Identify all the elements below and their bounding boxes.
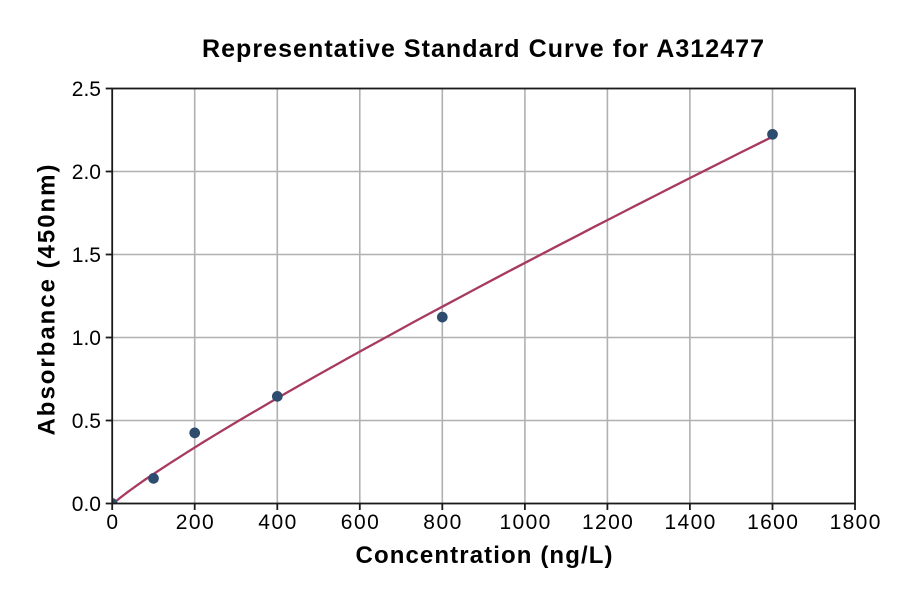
svg-text:2.0: 2.0 xyxy=(72,161,101,184)
svg-text:Representative Standard Curve: Representative Standard Curve for A31247… xyxy=(202,35,764,63)
svg-text:200: 200 xyxy=(176,511,214,534)
svg-text:0.0: 0.0 xyxy=(72,493,101,516)
svg-text:1400: 1400 xyxy=(665,511,716,534)
svg-text:1600: 1600 xyxy=(747,511,798,534)
svg-text:800: 800 xyxy=(423,511,461,534)
svg-text:1.5: 1.5 xyxy=(72,244,101,267)
svg-text:1800: 1800 xyxy=(830,511,881,534)
svg-text:Absorbance (450nm): Absorbance (450nm) xyxy=(34,165,61,436)
svg-text:Concentration (ng/L): Concentration (ng/L) xyxy=(356,542,613,569)
svg-text:400: 400 xyxy=(258,511,296,534)
svg-text:0.5: 0.5 xyxy=(72,410,101,433)
svg-text:1200: 1200 xyxy=(582,511,633,534)
svg-text:1.0: 1.0 xyxy=(72,327,101,350)
svg-text:2.5: 2.5 xyxy=(72,78,101,101)
svg-text:600: 600 xyxy=(341,511,379,534)
svg-text:0: 0 xyxy=(106,511,118,534)
svg-text:1000: 1000 xyxy=(500,511,551,534)
